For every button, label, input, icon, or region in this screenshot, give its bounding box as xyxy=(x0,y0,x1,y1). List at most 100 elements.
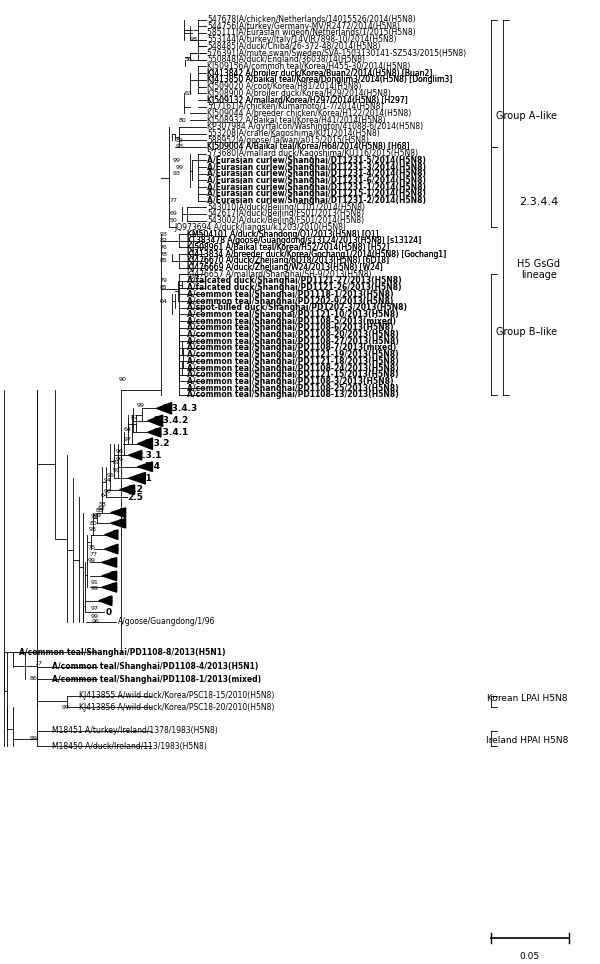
Text: A/Eurasian curlew/Shanghai/DT1215-1/2014(H5N8): A/Eurasian curlew/Shanghai/DT1215-1/2014… xyxy=(208,189,427,199)
Text: 87: 87 xyxy=(131,415,139,420)
Text: A/falcated duck/Shanghai/PD1121-26/2013(H5N8): A/falcated duck/Shanghai/PD1121-26/2013(… xyxy=(187,283,401,292)
Text: KJ476670 A/duck/Zhejiang/6D18/2013(H5N8) [6D18]: KJ476670 A/duck/Zhejiang/6D18/2013(H5N8)… xyxy=(187,256,389,265)
Text: M18450 A/duck/Ireland/113/1983(H5N8): M18450 A/duck/Ireland/113/1983(H5N8) xyxy=(52,741,207,751)
Text: 9: 9 xyxy=(118,519,124,527)
Text: A/Eurasian curlew/Shanghai/DT1231-2/2014(H5N8): A/Eurasian curlew/Shanghai/DT1231-2/2014… xyxy=(208,196,427,205)
Text: 2.4: 2.4 xyxy=(145,462,161,471)
Text: 91: 91 xyxy=(113,469,121,473)
Text: A/common teal/Shanghai/PD1108-24/2013(H5N8): A/common teal/Shanghai/PD1108-24/2013(H5… xyxy=(187,363,398,372)
Text: 7: 7 xyxy=(109,558,115,567)
Text: 77: 77 xyxy=(170,198,178,203)
Text: A/spot-billed duck/Shanghai/PD1202-3/2013(H5N8): A/spot-billed duck/Shanghai/PD1202-3/201… xyxy=(187,304,407,312)
Polygon shape xyxy=(102,582,116,592)
Text: 2.3.4.1: 2.3.4.1 xyxy=(154,428,189,437)
Text: A/Eurasian curlew/Shanghai/DT1231-5/2014(H5N8): A/Eurasian curlew/Shanghai/DT1231-5/2014… xyxy=(208,156,427,165)
Text: A/common teal/Shanghai/PD1108-6/2013(H5N8): A/common teal/Shanghai/PD1108-6/2013(H5N… xyxy=(187,323,393,333)
Text: 553144|A/turkey/Italy/14VIR7898-10/2014(H5N8): 553144|A/turkey/Italy/14VIR7898-10/2014(… xyxy=(208,35,397,44)
Polygon shape xyxy=(105,530,118,540)
Text: 89: 89 xyxy=(176,138,184,143)
Text: 3: 3 xyxy=(106,596,112,605)
Text: 0.05: 0.05 xyxy=(520,952,540,961)
Text: H5 GsGd
lineage: H5 GsGd lineage xyxy=(517,258,560,281)
Text: KJ476669 A/duck/Zhejiang/W24/2013(H5N8) [W24]: KJ476669 A/duck/Zhejiang/W24/2013(H5N8) … xyxy=(187,263,382,272)
Text: 2.3.1: 2.3.1 xyxy=(136,451,161,460)
Text: 544756|A/turkey/Germany-MV/R2472/2014(H5N8): 544756|A/turkey/Germany-MV/R2472/2014(H5… xyxy=(208,22,400,31)
Text: 97: 97 xyxy=(124,438,131,442)
Text: KJ476670 A/duck/Zhejiang/6D18/2013(H5N8) [6D18]: KJ476670 A/duck/Zhejiang/6D18/2013(H5N8)… xyxy=(187,256,389,265)
Text: A/Eurasian curlew/Shanghai/DT1231-4/2014(H5N8): A/Eurasian curlew/Shanghai/DT1231-4/2014… xyxy=(208,170,427,178)
Text: 63: 63 xyxy=(185,91,193,95)
Text: KM504101 A/duck/Shandong/Q1/2013(H5N8) [Q1]: KM504101 A/duck/Shandong/Q1/2013(H5N8) [… xyxy=(187,229,378,238)
Text: 80: 80 xyxy=(89,521,97,525)
Text: KJ413850 A/baikal teal/Korea/Donglim3/2014(H5N8) [Donglim3]: KJ413850 A/baikal teal/Korea/Donglim3/20… xyxy=(208,75,452,85)
Text: A/common teal/Shanghai/PD1121-18/2013(H5N8): A/common teal/Shanghai/PD1121-18/2013(H5… xyxy=(187,357,398,366)
Text: 2.3.4.4: 2.3.4.4 xyxy=(519,198,559,207)
Text: A/common teal/Shanghai/PD1108-25/2013(H5N8): A/common teal/Shanghai/PD1108-25/2013(H5… xyxy=(187,384,398,392)
Text: 85: 85 xyxy=(160,258,167,263)
Text: 553208|A/crane/Kagoshima/KU1/2014(H5N8): 553208|A/crane/Kagoshima/KU1/2014(H5N8) xyxy=(208,129,380,138)
Text: 99: 99 xyxy=(116,457,124,462)
Text: 56: 56 xyxy=(185,57,193,63)
Text: Group B–like: Group B–like xyxy=(496,327,557,336)
Text: KJ476657 A/mallard/Shanghai/SH-9/2013(H5N8): KJ476657 A/mallard/Shanghai/SH-9/2013(H5… xyxy=(187,270,371,279)
Text: 80: 80 xyxy=(179,118,187,122)
Text: KP307984 A/gyrfalcon/Washington/41088-6/2014(H5N8): KP307984 A/gyrfalcon/Washington/41088-6/… xyxy=(208,122,424,131)
Text: 82: 82 xyxy=(160,238,167,243)
Text: 5: 5 xyxy=(112,545,118,553)
Text: 91: 91 xyxy=(90,580,98,585)
Polygon shape xyxy=(110,519,125,528)
Text: 2.2: 2.2 xyxy=(127,485,143,495)
Text: 8: 8 xyxy=(112,530,118,539)
Text: 86: 86 xyxy=(29,676,37,681)
Polygon shape xyxy=(128,450,142,460)
Text: 94: 94 xyxy=(104,477,112,483)
Text: 99: 99 xyxy=(176,165,184,170)
Text: 99: 99 xyxy=(90,613,98,619)
Text: A/Eurasian curlew/Shanghai/DT1231-1/2014(H5N8): A/Eurasian curlew/Shanghai/DT1231-1/2014… xyxy=(208,182,427,192)
Text: A/common teal/Shanghai/PD1108-4/2013(H5N1): A/common teal/Shanghai/PD1108-4/2013(H5N… xyxy=(52,662,259,671)
Text: 6: 6 xyxy=(109,572,115,580)
Polygon shape xyxy=(102,571,116,580)
Text: KJ509004 A/Baikal teal/Korea/H68/2014(H5N8) [H68]: KJ509004 A/Baikal teal/Korea/H68/2014(H5… xyxy=(208,143,410,151)
Text: 2.1: 2.1 xyxy=(136,473,152,483)
Text: KJ509132 A/mallard/Korea/H297/2014(H5N8) [H297]: KJ509132 A/mallard/Korea/H297/2014(H5N8)… xyxy=(208,95,408,104)
Text: 76: 76 xyxy=(88,545,96,549)
Text: 2.3.4.3: 2.3.4.3 xyxy=(163,404,198,413)
Text: 550848|A/duck/England/36038/14(H5N8): 550848|A/duck/England/36038/14(H5N8) xyxy=(208,55,365,65)
Text: KJ508900 A/broiler duck/Korea/H29/2014(H5N8): KJ508900 A/broiler duck/Korea/H29/2014(H… xyxy=(208,89,391,97)
Polygon shape xyxy=(128,472,145,484)
Text: 98: 98 xyxy=(190,38,197,42)
Text: A/common teal/Shanghai/PD1118-1/2013(H5N8): A/common teal/Shanghai/PD1118-1/2013(H5N… xyxy=(187,290,393,299)
Text: A/common teal/Shanghai/PD1121-10/2013(H5N8): A/common teal/Shanghai/PD1121-10/2013(H5… xyxy=(187,310,398,319)
Text: 1: 1 xyxy=(118,508,124,517)
Text: A/Eurasian curlew/Shanghai/DT1231-3/2014(H5N8): A/Eurasian curlew/Shanghai/DT1231-3/2014… xyxy=(208,163,427,172)
Text: 90: 90 xyxy=(119,377,127,382)
Text: 96: 96 xyxy=(116,449,124,454)
Text: 548485|A/duck/Chiba/26-372-48/2014(H5N8): 548485|A/duck/Chiba/26-372-48/2014(H5N8) xyxy=(208,41,381,51)
Text: 96: 96 xyxy=(92,619,100,625)
Text: KJ413856 A/wild duck/Korea/PSC18-20/2010(H5N8): KJ413856 A/wild duck/Korea/PSC18-20/2010… xyxy=(79,703,274,711)
Text: 99: 99 xyxy=(90,586,98,591)
Text: KJ413834 A/breeder duck/Korea/Gochang1/2014(H5N8) [Gochang1]: KJ413834 A/breeder duck/Korea/Gochang1/2… xyxy=(187,250,446,258)
Text: 2.3.4.2: 2.3.4.2 xyxy=(154,416,189,425)
Polygon shape xyxy=(148,415,163,426)
Polygon shape xyxy=(137,438,152,449)
Polygon shape xyxy=(102,557,116,567)
Text: JQ973694 A/duck/Jiangsu/k1203/2010(H5N8): JQ973694 A/duck/Jiangsu/k1203/2010(H5N8) xyxy=(175,223,346,231)
Text: Ireland HPAI H5N8: Ireland HPAI H5N8 xyxy=(486,736,568,745)
Text: 52: 52 xyxy=(98,506,106,511)
Text: 99: 99 xyxy=(29,736,37,741)
Text: 4: 4 xyxy=(109,583,115,592)
Text: 64: 64 xyxy=(101,493,109,498)
Polygon shape xyxy=(137,462,152,471)
Text: 99: 99 xyxy=(90,514,98,519)
Text: A/Eurasian curlew/Shanghai/DT1231-6/2014(H5N8): A/Eurasian curlew/Shanghai/DT1231-6/2014… xyxy=(208,175,427,185)
Text: 64: 64 xyxy=(160,299,167,304)
Text: A/common teal/Shanghai/PD1121-19/2013(H5N8): A/common teal/Shanghai/PD1121-19/2013(H5… xyxy=(187,350,398,360)
Text: Korean LPAI H5N8: Korean LPAI H5N8 xyxy=(487,694,567,703)
Polygon shape xyxy=(157,403,172,414)
Text: 50: 50 xyxy=(170,218,178,223)
Text: 77: 77 xyxy=(34,661,42,666)
Text: A/common teal/Shanghai/PD1121-15/2013(H5N8): A/common teal/Shanghai/PD1121-15/2013(H5… xyxy=(187,370,398,379)
Text: KJ413850 A/baikal teal/Korea/Donglim3/2014(H5N8) [Donglim3]: KJ413850 A/baikal teal/Korea/Donglim3/20… xyxy=(208,75,452,85)
